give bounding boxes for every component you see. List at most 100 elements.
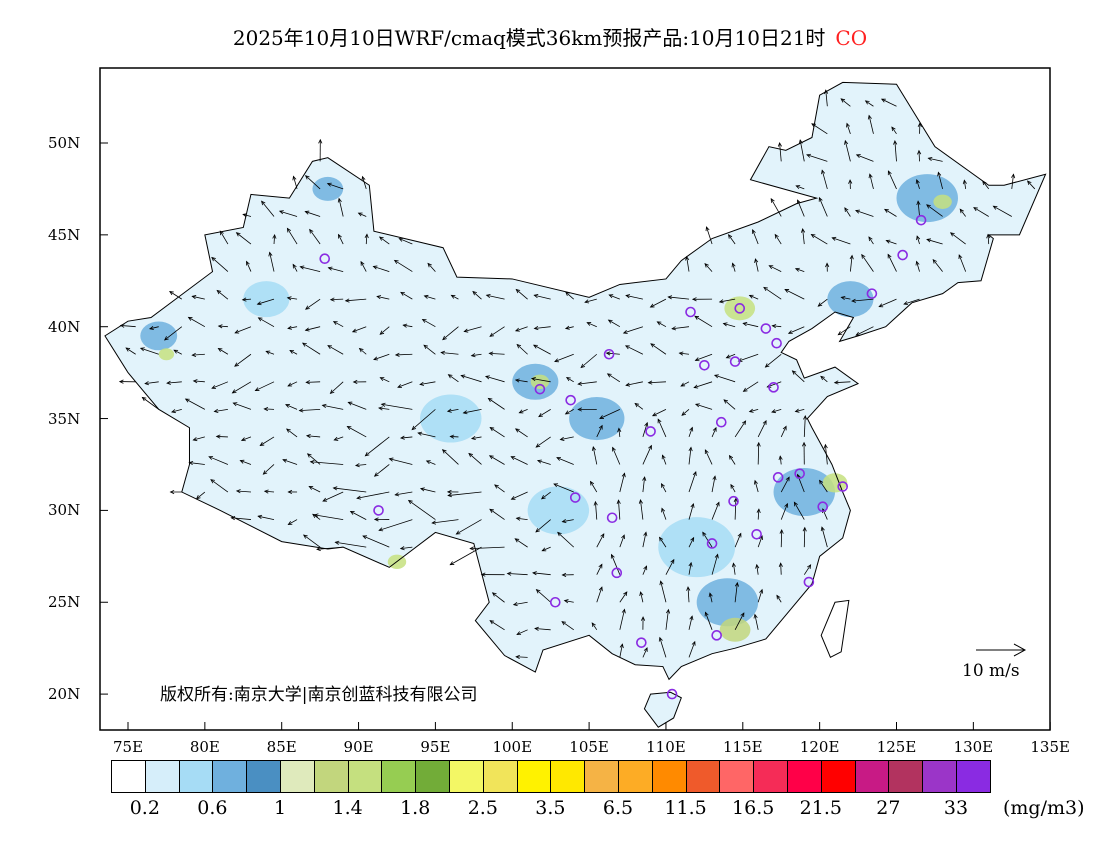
wind-head <box>535 589 541 594</box>
wind-arrow <box>800 228 806 245</box>
wind-shaft <box>652 409 667 417</box>
wind-shaft <box>834 381 851 384</box>
wind-head <box>268 251 273 257</box>
wind-arrow <box>949 232 966 245</box>
wind-head <box>215 434 221 439</box>
wind-arrow <box>821 169 828 190</box>
wind-head <box>811 123 816 128</box>
wind-head <box>1011 173 1016 179</box>
wind-arrow <box>514 538 528 548</box>
wind-head <box>565 377 571 382</box>
land-fill <box>104 82 1046 680</box>
wind-head <box>515 288 521 294</box>
wind-head <box>661 507 666 513</box>
wind-shaft <box>193 380 205 383</box>
wind-shaft <box>287 228 298 245</box>
wind-shaft <box>743 381 759 392</box>
lon-label: 130E <box>953 738 994 756</box>
wind-shaft <box>771 408 782 413</box>
wind-head <box>292 263 297 269</box>
wind-head <box>962 179 967 185</box>
wind-arrow <box>242 213 252 218</box>
wind-head <box>688 446 693 452</box>
wind-shaft <box>619 591 628 603</box>
wind-head <box>712 475 717 481</box>
wind-arrow <box>516 629 528 636</box>
wind-head <box>489 426 495 432</box>
wind-arrow <box>208 456 229 465</box>
wind-arrow <box>753 479 759 493</box>
wind-head <box>257 317 263 322</box>
wind-head <box>373 472 379 477</box>
wind-arrow <box>916 200 921 217</box>
wind-shaft <box>926 204 943 217</box>
wind-shaft <box>557 532 575 548</box>
wind-arrow <box>144 381 159 386</box>
wind-arrow <box>535 589 551 603</box>
wind-shaft <box>596 425 603 438</box>
title-text: 2025年10月10日WRF/cmaq模式36km预报产品:10月10日21时 <box>232 26 826 50</box>
wind-arrow <box>358 347 367 355</box>
wind-shaft <box>711 502 720 520</box>
wind-shaft <box>982 180 990 190</box>
wind-shaft <box>711 476 716 493</box>
wind-shaft <box>169 291 183 300</box>
wind-shaft <box>668 296 690 300</box>
wind-arrow <box>818 196 828 217</box>
wind-arrow <box>230 516 251 521</box>
wind-arrow <box>803 415 808 437</box>
wind-head <box>756 508 761 514</box>
wind-head <box>489 508 494 513</box>
wind-arrow <box>292 175 298 190</box>
wind-head <box>533 344 538 349</box>
wind-head <box>304 210 310 215</box>
wind-shaft <box>538 409 551 417</box>
wind-shaft <box>780 426 787 438</box>
wind-shaft <box>507 573 528 576</box>
wind-shaft <box>584 298 597 303</box>
wind-head <box>937 171 942 177</box>
wind-arrow <box>864 100 874 107</box>
wind-shaft <box>820 376 828 383</box>
wind-arrow <box>554 353 574 363</box>
wind-arrow <box>354 463 367 468</box>
wind-arrow <box>298 408 321 413</box>
wind-arrow <box>556 456 574 465</box>
wind-arrow <box>379 326 390 335</box>
wind-shaft <box>424 295 436 300</box>
wind-arrow <box>927 156 943 162</box>
wind-head <box>932 258 937 264</box>
wind-shaft <box>648 381 666 384</box>
wind-shaft <box>531 378 551 383</box>
wind-arrow <box>973 207 989 217</box>
colorbar-swatch <box>179 761 214 792</box>
wind-head <box>240 437 246 442</box>
wind-arrow <box>688 640 696 658</box>
wind-arrow <box>831 236 851 245</box>
wind-shaft <box>142 397 159 410</box>
wind-head <box>278 210 284 215</box>
wind-arrow <box>357 212 367 217</box>
wind-head <box>400 291 405 296</box>
colorbar-label: 0.6 <box>197 797 228 819</box>
wind-head <box>407 499 413 505</box>
wind-shaft <box>463 408 482 414</box>
wind-head <box>338 233 342 239</box>
wind-head <box>733 497 738 503</box>
wind-arrow <box>727 234 736 245</box>
wind-arrow <box>722 322 736 328</box>
wind-arrow <box>373 353 390 361</box>
wind-head <box>305 380 311 385</box>
wind-arrow <box>725 353 736 359</box>
wind-head <box>514 538 520 543</box>
lon-label: 75E <box>112 738 144 756</box>
wind-shaft <box>422 319 436 328</box>
wind-shaft <box>287 381 298 387</box>
wind-shaft <box>464 326 482 332</box>
wind-arrow <box>538 409 551 418</box>
wind-head <box>298 408 304 413</box>
wind-vectors <box>118 89 1036 660</box>
wind-head <box>612 446 616 452</box>
wind-shaft <box>231 517 251 520</box>
wind-shaft <box>680 381 690 387</box>
